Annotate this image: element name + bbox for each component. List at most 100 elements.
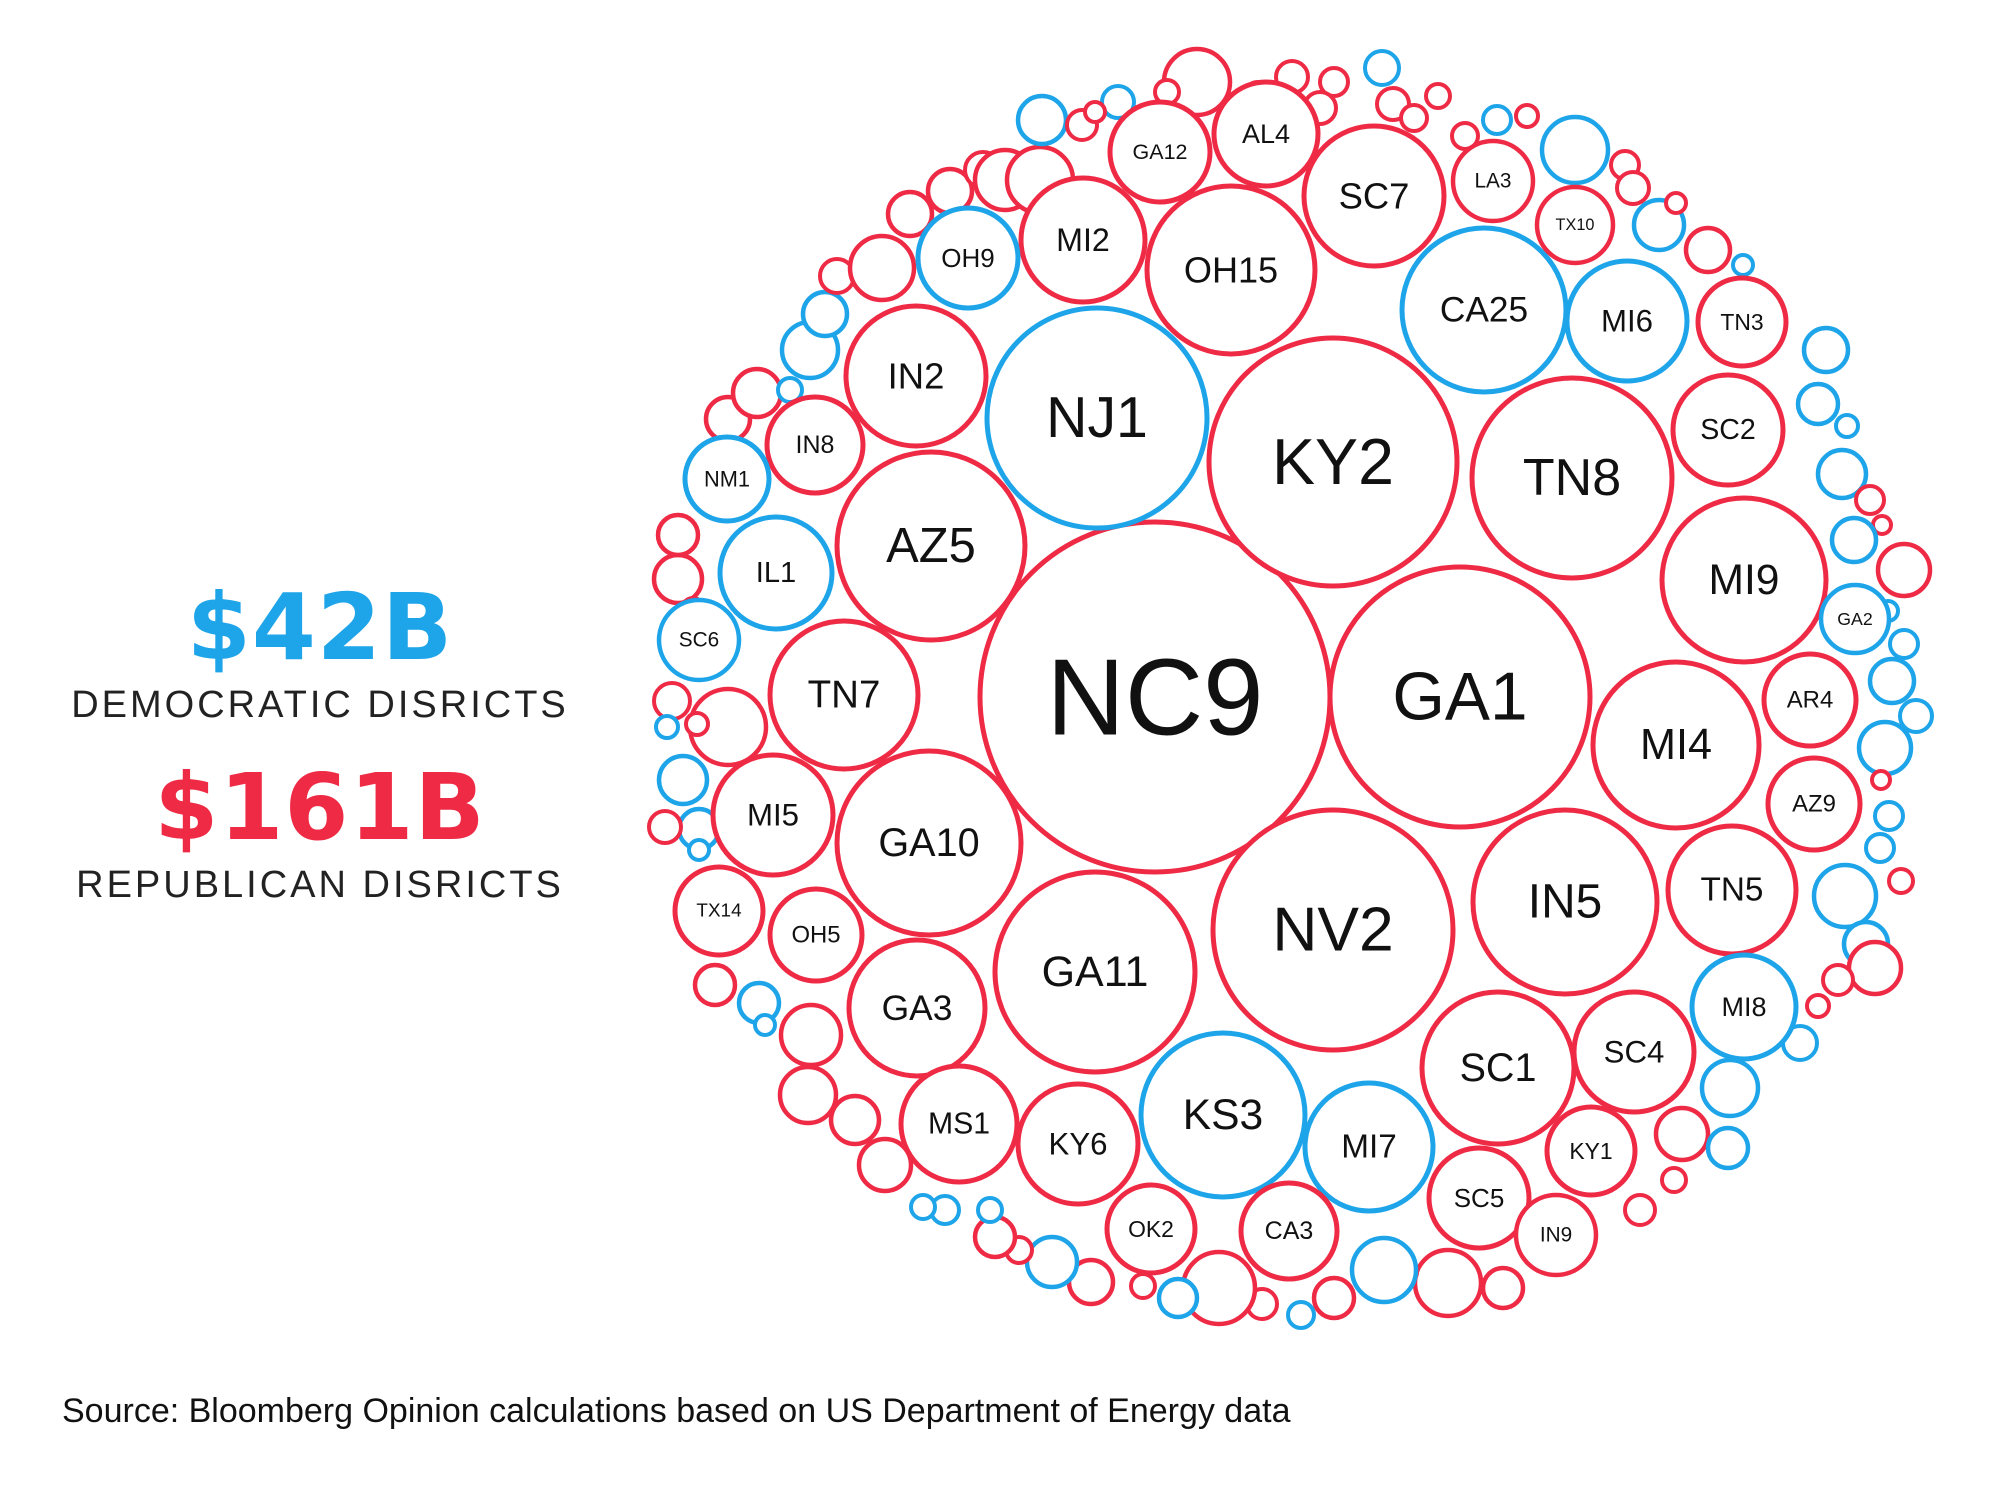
district-bubble-unlabeled (1705, 1125, 1751, 1171)
district-label-tx14: TX14 (696, 901, 741, 922)
district-bubble-ky1 (1544, 1104, 1638, 1198)
district-bubble-unlabeled (800, 289, 850, 339)
district-bubble-unlabeled (1450, 121, 1480, 151)
district-bubble-ga3 (846, 937, 988, 1079)
republican-label: REPUBLICAN DISRICTS (76, 864, 564, 906)
district-label-ga10: GA10 (878, 821, 979, 865)
district-label-nc9: NC9 (1046, 637, 1263, 758)
district-bubble-unlabeled (885, 189, 935, 239)
district-label-nv2: NV2 (1272, 896, 1393, 965)
district-label-nj1: NJ1 (1046, 386, 1148, 450)
district-bubble-sc6 (656, 597, 742, 683)
district-bubble-al4 (1211, 79, 1321, 189)
district-label-ky2: KY2 (1272, 426, 1394, 498)
district-label-tn3: TN3 (1720, 309, 1763, 335)
district-bubble-ga1 (1327, 564, 1593, 830)
democratic-total: $42B (186, 574, 454, 681)
district-bubble-ca3 (1238, 1180, 1340, 1282)
district-bubble-tn3 (1695, 275, 1789, 369)
district-label-tn8: TN8 (1523, 449, 1621, 507)
district-bubble-ga12 (1107, 99, 1213, 205)
district-bubble-unlabeled (1829, 515, 1879, 565)
district-bubble-mi4 (1590, 659, 1762, 831)
district-bubble-unlabeled (1412, 1247, 1484, 1319)
district-label-sc1: SC1 (1460, 1046, 1537, 1090)
district-label-mi8: MI8 (1721, 992, 1766, 1022)
district-label-tn5: TN5 (1701, 872, 1764, 909)
district-bubble-unlabeled (1311, 1275, 1357, 1321)
district-label-ar4: AR4 (1787, 687, 1833, 714)
district-label-in9: IN9 (1540, 1224, 1572, 1247)
district-bubble-sc2 (1670, 372, 1786, 488)
district-label-ks3: KS3 (1183, 1091, 1264, 1139)
district-label-ms1: MS1 (928, 1108, 990, 1141)
district-bubble-unlabeled (684, 711, 710, 737)
district-bubble-unlabeled (1873, 800, 1905, 832)
district-bubble-sc7 (1301, 123, 1447, 269)
district-bubble-sc4 (1571, 989, 1697, 1115)
district-label-ga3: GA3 (882, 988, 953, 1028)
district-bubble-nj1 (984, 305, 1210, 531)
district-bubble-in5 (1470, 807, 1660, 997)
district-bubble-unlabeled (856, 1136, 914, 1194)
district-label-al4: AL4 (1242, 119, 1290, 149)
district-bubble-oh5 (767, 886, 865, 984)
district-label-ga1: GA1 (1392, 660, 1527, 735)
district-bubble-unlabeled (1100, 84, 1136, 120)
district-bubble-unlabeled (1615, 170, 1651, 206)
district-label-ky6: KY6 (1049, 1127, 1108, 1162)
district-bubble-unlabeled (1887, 867, 1915, 895)
district-bubble-unlabeled (1683, 225, 1733, 275)
district-label-in8: IN8 (796, 431, 835, 459)
district-label-la3: LA3 (1474, 170, 1511, 193)
district-label-ga12: GA12 (1133, 140, 1188, 164)
district-label-oh9: OH9 (941, 243, 994, 273)
district-label-il1: IL1 (756, 557, 796, 589)
district-bubble-nm1 (682, 434, 772, 524)
district-bubble-unlabeled (1875, 541, 1933, 599)
district-bubble-il1 (717, 514, 835, 632)
district-bubble-unlabeled (1888, 628, 1920, 660)
district-label-ga11: GA11 (1042, 948, 1149, 996)
district-bubble-unlabeled (1801, 325, 1851, 375)
district-bubble-ks3 (1138, 1030, 1308, 1200)
district-bubble-ok2 (1104, 1182, 1198, 1276)
district-bubble-unlabeled (777, 1064, 839, 1126)
district-bubble-ga11 (992, 869, 1198, 1075)
district-bubble-unlabeled (1660, 1166, 1688, 1194)
district-bubble-in2 (843, 303, 989, 449)
district-bubble-unlabeled (778, 1002, 844, 1068)
district-bubble-mi9 (1659, 495, 1829, 665)
district-bubble-tn8 (1469, 375, 1675, 581)
district-bubble-unlabeled (828, 1093, 882, 1147)
district-bubble-in9 (1513, 1192, 1599, 1278)
district-bubble-ga10 (834, 748, 1024, 938)
district-label-oh5: OH5 (791, 922, 840, 949)
district-bubble-la3 (1450, 138, 1536, 224)
district-bubble-unlabeled (1349, 1235, 1419, 1305)
district-bubble-ms1 (898, 1063, 1020, 1185)
district-label-az5: AZ5 (886, 519, 976, 573)
district-bubble-unlabeled (847, 233, 917, 303)
district-label-ok2: OK2 (1128, 1216, 1174, 1242)
district-bubble-unlabeled (1623, 1193, 1657, 1227)
district-label-sc7: SC7 (1339, 176, 1410, 217)
district-bubble-unlabeled (1834, 413, 1860, 439)
district-label-ga2: GA2 (1837, 609, 1872, 629)
district-label-nm1: NM1 (704, 467, 750, 492)
district-bubble-tn7 (767, 618, 921, 772)
district-bubble-unlabeled (1821, 963, 1855, 997)
district-label-sc4: SC4 (1604, 1035, 1665, 1070)
district-bubble-unlabeled (1399, 103, 1429, 133)
district-bubble-unlabeled (1867, 656, 1917, 706)
district-bubble-in8 (764, 394, 866, 496)
district-bubble-mi2 (1018, 175, 1148, 305)
district-bubble-unlabeled (656, 753, 710, 807)
district-bubble-unlabeled (655, 512, 701, 558)
district-bubble-unlabeled (1856, 719, 1914, 777)
district-bubble-unlabeled (651, 552, 705, 606)
republican-total: $161B (154, 754, 486, 861)
district-label-sc6: SC6 (679, 629, 719, 652)
district-bubble-unlabeled (1846, 939, 1904, 997)
source-note: Source: Bloomberg Opinion calculations b… (62, 1392, 1291, 1430)
